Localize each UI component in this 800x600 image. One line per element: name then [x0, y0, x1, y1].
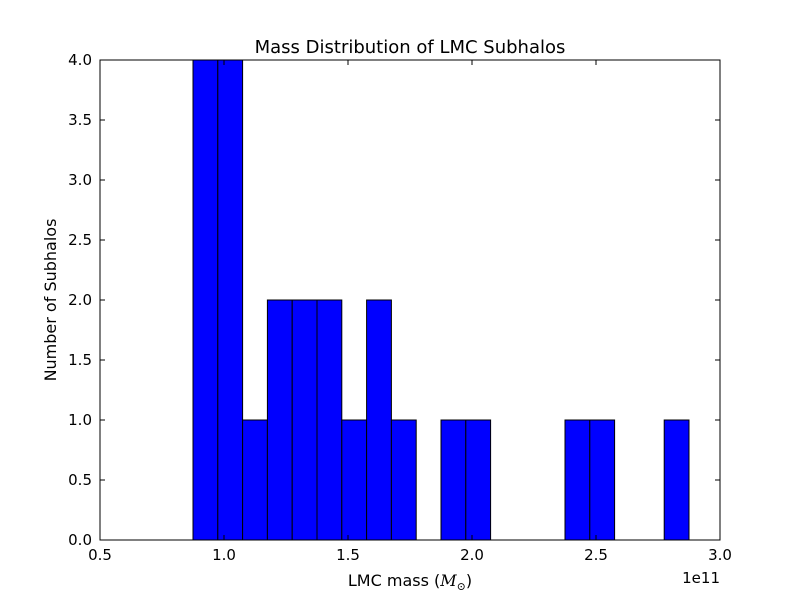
histogram-bar — [341, 419, 368, 541]
y-tick-label: 3.0 — [68, 171, 92, 189]
histogram-bar — [266, 299, 293, 541]
x-tick-label: 1.5 — [336, 546, 360, 564]
y-tick-label: 0.5 — [68, 471, 92, 489]
y-tick-label: 4.0 — [68, 51, 92, 69]
histogram-bar — [663, 419, 690, 541]
histogram-bar — [316, 299, 343, 541]
plot-frame — [99, 59, 721, 541]
histogram-bar — [366, 299, 392, 541]
y-tick-label: 3.5 — [68, 111, 92, 129]
histogram-bar — [564, 419, 591, 541]
x-tick-label: 2.0 — [460, 546, 484, 564]
x-axis-offset-label: 1e11 — [682, 569, 720, 587]
x-tick-label: 0.5 — [88, 546, 112, 564]
x-tick-label: 2.5 — [584, 546, 608, 564]
x-axis-label-suffix: ) — [466, 571, 472, 590]
x-axis-label-math: M — [439, 571, 457, 590]
chart-title: Mass Distribution of LMC Subhalos — [255, 37, 566, 58]
y-tick-label: 1.5 — [68, 351, 92, 369]
x-tick-label: 3.0 — [708, 546, 732, 564]
histogram-bar — [390, 419, 417, 541]
y-tick-label: 1.0 — [68, 411, 92, 429]
bars-group — [192, 59, 690, 541]
x-axis-label-prefix: LMC mass ( — [348, 571, 440, 590]
tick-labels-group: 0.5 1.0 1.5 2.0 2.5 3.00.00.51.01.52.02.53.03… — [68, 51, 732, 564]
y-tick-label: 2.5 — [68, 231, 92, 249]
y-axis-label: Number of Subhalos — [41, 219, 60, 382]
histogram-bar — [192, 59, 219, 541]
histogram-bar — [440, 419, 467, 541]
histogram-bar — [291, 299, 318, 541]
y-tick-label: 0.0 — [68, 531, 92, 549]
x-tick-label: 1.0 — [212, 546, 236, 564]
histogram-bar — [589, 419, 616, 541]
y-tick-label: 2.0 — [68, 291, 92, 309]
x-axis-label-sub: ⊙ — [457, 580, 466, 593]
x-axis-label: LMC mass (M⊙) — [348, 571, 472, 593]
histogram-bar — [465, 419, 492, 541]
histogram-bar — [217, 59, 244, 541]
histogram-bar — [242, 419, 268, 541]
